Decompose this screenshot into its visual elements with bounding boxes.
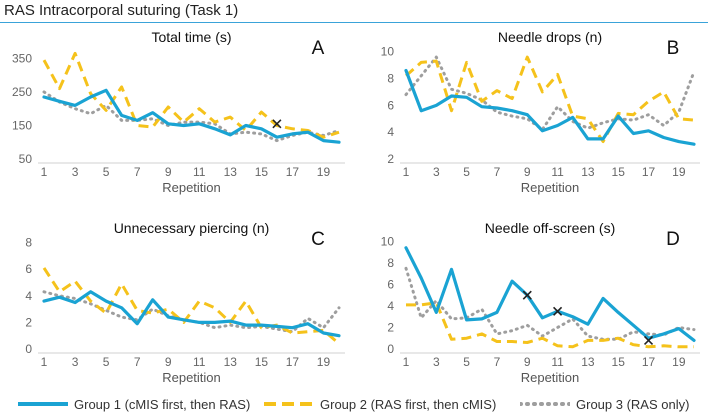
panel-c-xtick-label: 5 [103, 355, 110, 369]
figure-title: RAS Intracorporal suturing (Task 1) [4, 2, 239, 19]
legend-swatch-group2 [264, 402, 314, 406]
legend-label-group2: Group 2 (RAS first, then cMIS) [320, 396, 497, 412]
panel-d-xtick-label: 17 [642, 355, 656, 369]
panel-b-xtick-label: 15 [612, 165, 626, 179]
panel-a-xtick-label: 19 [317, 165, 331, 179]
panel-c-ytick-label: 2 [25, 315, 32, 329]
panel-b-xtick-label: 3 [433, 165, 440, 179]
panel-c-xtick-label: 15 [255, 355, 269, 369]
panel-c-title: Unnecessary piercing (n) [114, 220, 270, 236]
legend-swatch-group1 [18, 402, 68, 406]
panel-d-xlabel: Repetition [521, 370, 580, 385]
panel-d-ytick-label: 2 [387, 320, 394, 334]
panel-b-ytick-label: 4 [387, 125, 394, 139]
panel-d-ytick-label: 6 [387, 277, 394, 291]
panel-a-xtick-label: 9 [165, 165, 172, 179]
panel-d-xtick-label: 19 [672, 355, 686, 369]
panel-a-xtick-label: 15 [255, 165, 269, 179]
panel-d-xtick-label: 15 [612, 355, 626, 369]
panel-c-xtick-label: 17 [286, 355, 300, 369]
panel-a-xtick-label: 5 [103, 165, 110, 179]
panel-d-ytick-label: 0 [387, 342, 394, 356]
panel-c-xtick-label: 11 [193, 355, 206, 369]
panel-b-xlabel: Repetition [521, 180, 580, 195]
panel-d-xtick-label: 11 [551, 355, 564, 369]
panel-c-ytick-label: 0 [25, 342, 32, 356]
panel-b-xtick-label: 9 [524, 165, 531, 179]
panel-a-ytick-label: 350 [12, 51, 32, 65]
panel-b-xtick-label: 11 [551, 165, 564, 179]
panel-a-ytick-label: 150 [12, 118, 32, 132]
panel-a-xtick-label: 17 [286, 165, 300, 179]
panel-b-xtick-label: 13 [581, 165, 595, 179]
panel-b-letter: B [667, 38, 680, 59]
panel-c-xtick-label: 19 [317, 355, 331, 369]
panel-d-xtick-label: 5 [463, 355, 470, 369]
panel-d-series-group3 [404, 266, 696, 341]
panel-d-letter: D [666, 229, 680, 250]
panel-a-series-group1 [42, 88, 341, 144]
panel-a-series-group3 [42, 90, 341, 143]
panel-b-xtick-label: 1 [403, 165, 410, 179]
panel-a-xlabel: Repetition [162, 180, 221, 195]
panel-d-series-group1 [404, 246, 696, 342]
panel-b-series-group1 [404, 68, 696, 146]
panel-c-letter: C [311, 229, 325, 250]
panel-b-xtick-label: 7 [494, 165, 501, 179]
panel-b-ytick-label: 10 [381, 45, 395, 59]
panel-a-xtick-label: 13 [224, 165, 238, 179]
panel-c-xlabel: Repetition [162, 370, 221, 385]
panel-c-xtick-label: 1 [41, 355, 48, 369]
panel-a-xtick-label: 7 [134, 165, 141, 179]
panel-c-xtick-label: 7 [134, 355, 141, 369]
legend-label-group1: Group 1 (cMIS first, then RAS) [74, 396, 251, 412]
panel-d-ytick-label: 10 [381, 234, 395, 248]
legend-item-group3: Group 3 (RAS only) [520, 394, 689, 414]
panel-d-xtick-label: 9 [524, 355, 531, 369]
panel-c-ytick-label: 6 [25, 262, 32, 276]
panel-b-xtick-label: 17 [642, 165, 656, 179]
legend-swatch-group3 [520, 402, 570, 406]
panel-d-xtick-label: 3 [433, 355, 440, 369]
panel-a-marker-x [272, 119, 282, 129]
panel-d-xtick-label: 13 [581, 355, 595, 369]
panel-a-xtick-label: 1 [41, 165, 48, 179]
panel-d-marker-x [522, 290, 532, 300]
panel-b-ytick-label: 2 [387, 152, 394, 166]
legend: Group 1 (cMIS first, then RAS) Group 2 (… [0, 388, 708, 418]
legend-label-group3: Group 3 (RAS only) [576, 396, 690, 412]
legend-item-group1: Group 1 (cMIS first, then RAS) [18, 394, 250, 414]
panel-a-title: Total time (s) [151, 29, 231, 45]
panel-a-xtick-label: 3 [72, 165, 79, 179]
panel-b-title: Needle drops (n) [498, 29, 602, 45]
panel-b-xtick-label: 19 [672, 165, 686, 179]
panel-c-xtick-label: 9 [165, 355, 172, 369]
panel-c-ytick-label: 8 [25, 236, 32, 250]
panel-b-series-group3 [404, 55, 696, 131]
panel-b-ytick-label: 8 [387, 72, 394, 86]
panel-d-ytick-label: 4 [387, 299, 394, 313]
panel-b-ytick-label: 6 [387, 98, 394, 112]
panel-d-title: Needle off-screen (s) [485, 220, 615, 236]
panel-d-xtick-label: 7 [494, 355, 501, 369]
title-divider [0, 22, 708, 23]
panel-a-ytick-label: 250 [12, 85, 32, 99]
panel-d-marker-x [553, 306, 563, 316]
panel-c-xtick-label: 13 [224, 355, 238, 369]
panel-b-series-group2 [405, 55, 695, 144]
panel-a-letter: A [312, 38, 325, 59]
panel-c-series-group1 [42, 290, 341, 338]
panel-c-ytick-label: 4 [25, 289, 32, 303]
panel-b-xtick-label: 5 [463, 165, 470, 179]
panel-d-marker-x [643, 335, 654, 345]
panel-c-series-group2 [42, 267, 340, 345]
panel-a-xtick-label: 11 [193, 165, 206, 179]
panel-c-xtick-label: 3 [72, 355, 79, 369]
panel-d-xtick-label: 1 [403, 355, 410, 369]
panel-d-ytick-label: 8 [387, 256, 394, 270]
panel-d-series-group2 [406, 301, 694, 349]
legend-item-group2: Group 2 (RAS first, then cMIS) [264, 394, 496, 414]
panel-a-ytick-label: 50 [19, 152, 33, 166]
